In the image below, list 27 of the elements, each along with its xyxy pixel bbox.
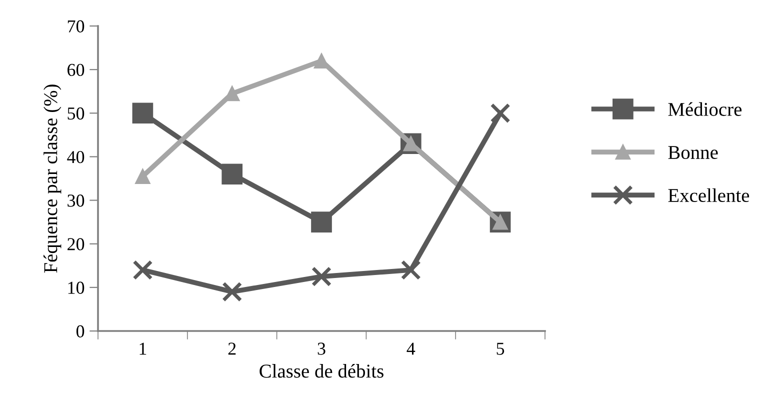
y-axis-title: Féquence par classe (%) [44,84,62,273]
point [490,103,510,124]
x-tick-label: 4 [406,342,416,355]
y-tick-label: 70 [68,20,84,32]
point [132,102,154,124]
y-tick-label: 40 [67,150,84,164]
x-tick-label: 3 [318,342,326,355]
y-tick-label: 60 [68,64,84,76]
point [222,164,243,185]
x-tick-label: 5 [496,342,504,355]
y-tick-label: 0 [76,325,84,338]
y-tick-label: 20 [68,238,84,250]
y-tick-label: 10 [68,282,84,294]
point [222,282,242,302]
point [132,260,153,280]
x-axis-title: Classe de débits [260,364,384,378]
legend-label: Excellente [668,188,750,202]
x-tick-label: 2 [228,342,236,355]
point [135,168,150,184]
point [400,260,421,280]
point [311,212,332,232]
legend-label: Médiocre [668,102,742,116]
y-tick-label: 30 [68,194,84,207]
legend-label: Bonne [668,146,718,160]
point [311,266,332,287]
y-tick-label: 50 [68,107,84,120]
x-tick-label: 1 [140,342,146,355]
